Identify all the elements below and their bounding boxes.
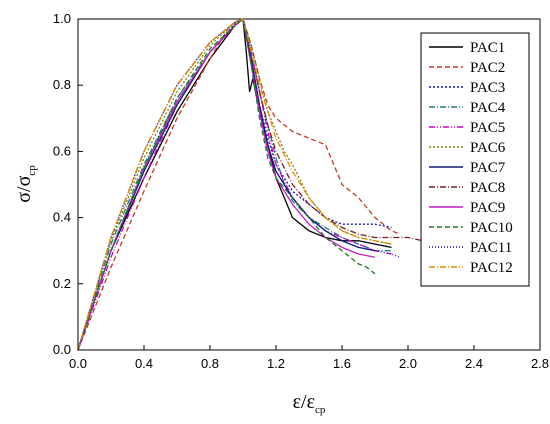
legend: PAC1 PAC2 PAC3 PAC4 PAC5 PAC6 PAC7 PAC8 PAC9 PAC1…: [420, 32, 530, 287]
series-line-pac11: [77, 18, 401, 351]
legend-label-pac7: PAC7: [470, 160, 506, 176]
y-axis-title: σ/σcp: [13, 165, 38, 203]
x-tick-label: 1.2: [267, 356, 285, 371]
series-layer: [77, 17, 424, 351]
x-axis-title-sub: cp: [315, 404, 326, 416]
legend-box: [420, 32, 530, 287]
x-axis-title: ε/εcp: [293, 391, 326, 416]
series-line-pac9: [77, 17, 376, 351]
legend-label-pac5: PAC5: [470, 120, 505, 136]
ticks-layer: 0.0 0.4 0.8 1.2 1.6 2.0 2.4 2.8 0.0 0.2 0.4 0.6 0.8 1…: [53, 11, 549, 371]
legend-label-pac11: PAC11: [470, 240, 512, 256]
series-line-pac7: [77, 17, 376, 351]
legend-label-pac4: PAC4: [470, 100, 506, 116]
series-line-pac10: [77, 17, 376, 351]
series-line-pac12: [77, 18, 392, 351]
series-line-pac1: [77, 17, 392, 351]
y-tick-label: 1.0: [53, 11, 71, 26]
legend-label-pac10: PAC10: [470, 220, 513, 236]
y-axis-title-sub: cp: [26, 165, 38, 176]
series-line-pac6: [77, 18, 392, 351]
legend-label-pac3: PAC3: [470, 80, 505, 96]
x-tick-label: 2.4: [465, 356, 483, 371]
svg-text:ε/εcp: ε/εcp: [293, 391, 326, 416]
series-line-pac4: [77, 17, 392, 351]
legend-label-pac8: PAC8: [470, 180, 505, 196]
x-tick-label: 0.4: [135, 356, 153, 371]
legend-label-pac1: PAC1: [470, 40, 505, 56]
series-line-pac2: [77, 18, 401, 351]
y-tick-label: 0.2: [53, 276, 71, 291]
y-axis-title-main: σ/σ: [13, 175, 35, 202]
legend-label-pac12: PAC12: [470, 260, 513, 276]
legend-entries: PAC1 PAC2 PAC3 PAC4 PAC5 PAC6 PAC7 PAC8 PAC9 PAC1…: [429, 40, 513, 276]
y-tick-label: 0.0: [53, 342, 71, 357]
y-tick-label: 0.6: [53, 143, 71, 158]
legend-label-pac2: PAC2: [470, 60, 505, 76]
series-line-pac8: [77, 18, 424, 351]
svg-text:σ/σcp: σ/σcp: [13, 165, 38, 203]
x-axis-title-main: ε/ε: [293, 391, 315, 413]
y-tick-label: 0.4: [53, 210, 71, 225]
plot-area-frame: [77, 18, 541, 351]
legend-label-pac9: PAC9: [470, 200, 505, 216]
y-tick-label: 0.8: [53, 77, 71, 92]
x-tick-label: 0.8: [201, 356, 219, 371]
series-line-pac5: [77, 17, 392, 351]
legend-label-pac6: PAC6: [470, 140, 506, 156]
x-tick-label: 1.6: [333, 356, 351, 371]
x-tick-label: 2.8: [531, 356, 549, 371]
x-tick-label: 2.0: [399, 356, 417, 371]
series-line-pac3: [77, 17, 392, 351]
x-tick-label: 0.0: [69, 356, 87, 371]
